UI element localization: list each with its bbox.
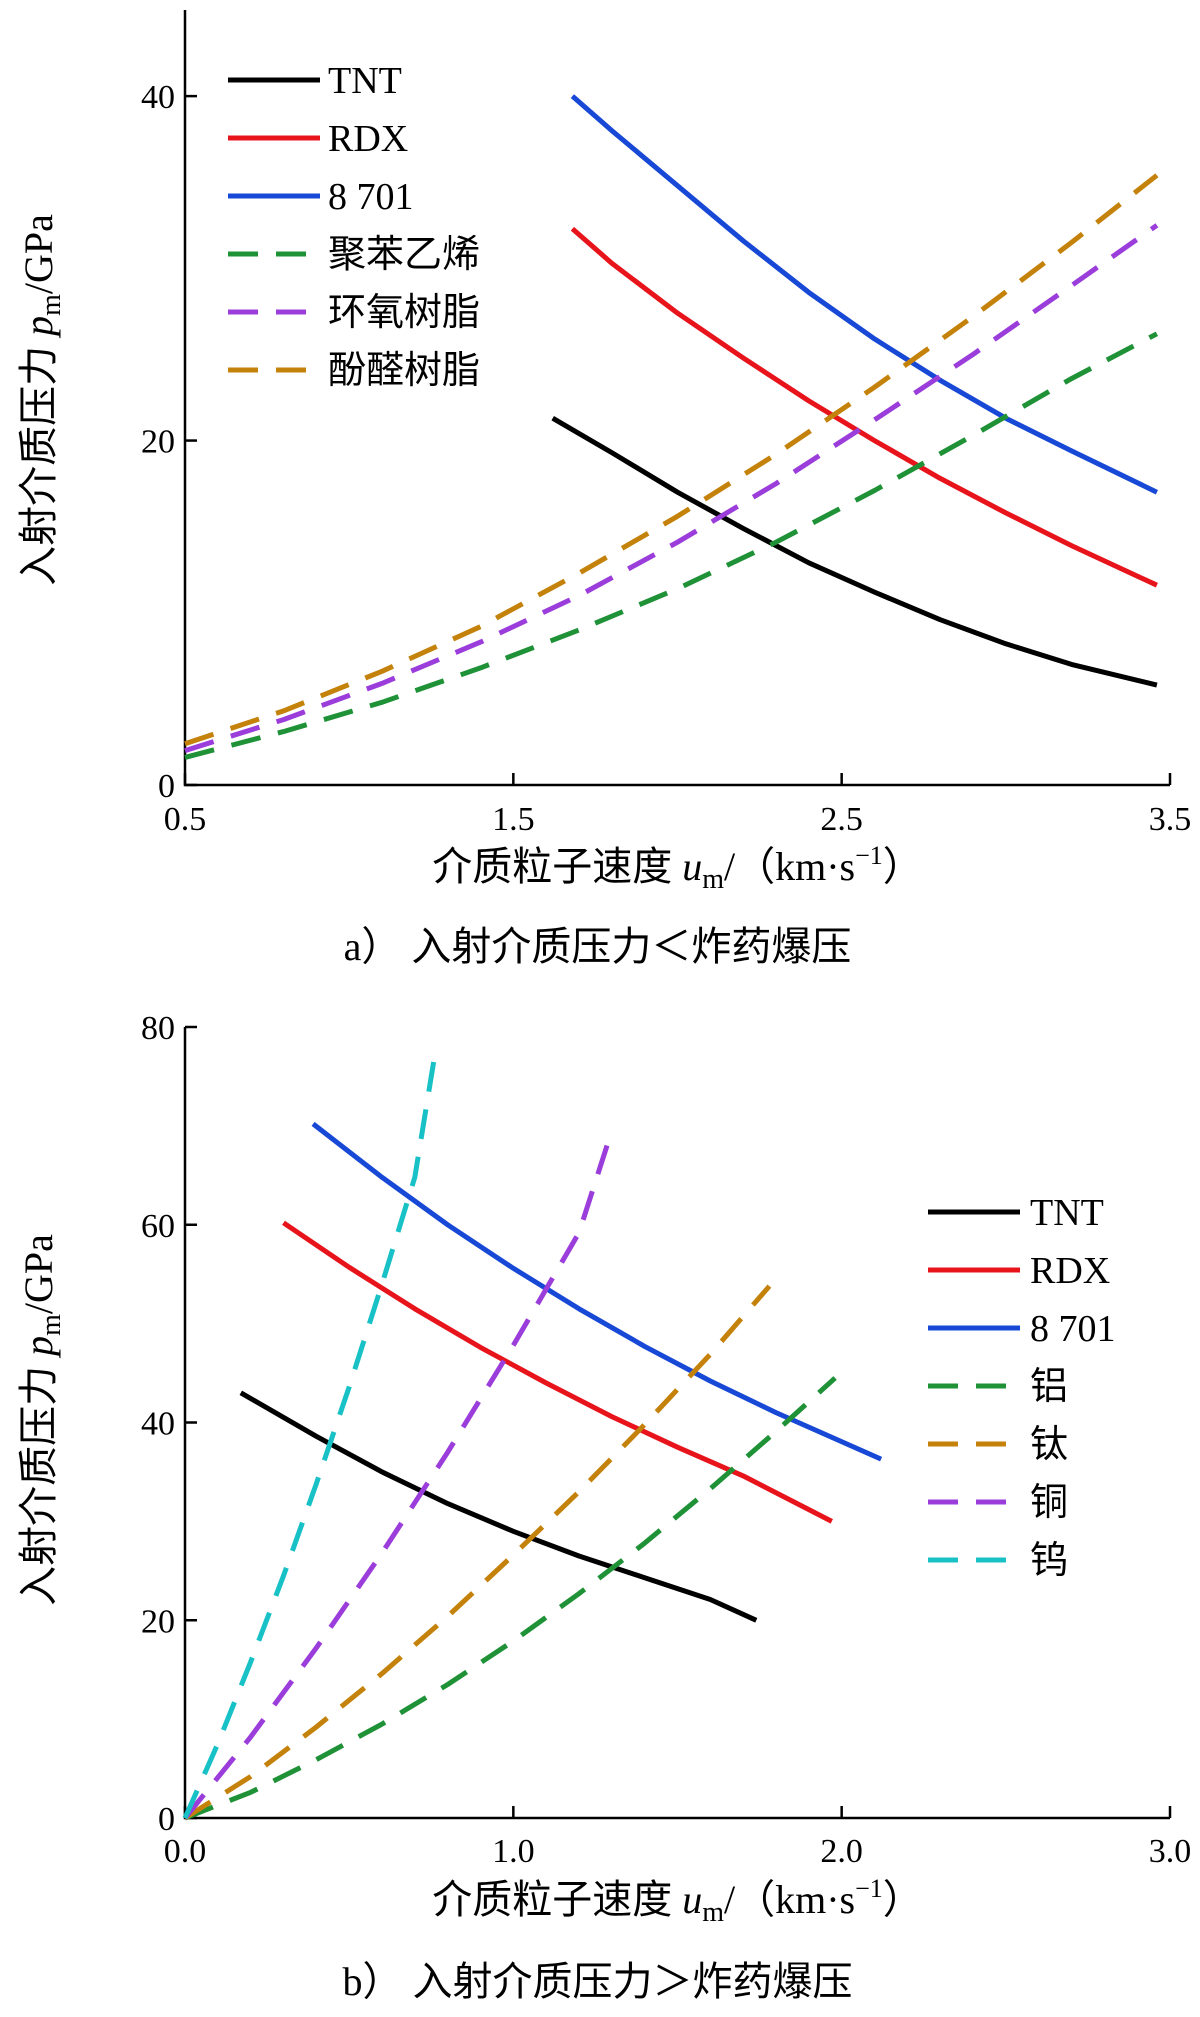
- y-axis-label: 入射介质压力 pm/GPa: [16, 214, 67, 586]
- figure-caption: b） 入射介质压力＞炸药爆压: [343, 1959, 853, 2004]
- legend-label: 铜: [1030, 1482, 1068, 1524]
- series-line-钛: [183, 1284, 772, 1821]
- y-tick-label: 60: [141, 1208, 175, 1245]
- y-tick-label: 80: [141, 1010, 175, 1047]
- y-tick-label: 0: [158, 768, 175, 805]
- legend-label: 钛: [1030, 1424, 1068, 1466]
- legend-label: RDX: [328, 118, 408, 160]
- y-tick-label: 20: [141, 424, 175, 461]
- series-line-钨: [182, 1056, 437, 1820]
- series-line-TNT: [239, 1390, 758, 1623]
- x-tick-label: 2.0: [820, 1833, 863, 1870]
- x-tick-label: 3.0: [1149, 1833, 1192, 1870]
- series-line-铜: [183, 1130, 615, 1820]
- y-tick-label: 40: [141, 79, 175, 116]
- legend-label: 铝: [1030, 1366, 1068, 1408]
- series-line-RDX: [282, 1220, 833, 1524]
- y-axis-label: 入射介质压力 pm/GPa: [16, 1234, 67, 1606]
- chart-panel-a: 0.5 1.5 2.5 3.5 0 20 40 TNT RDX 8 701 聚苯乙烯环氧树脂酚醛树脂…: [16, 10, 1191, 969]
- legend-label: 环氧树脂: [328, 292, 480, 334]
- legend-label: 聚苯乙烯: [328, 234, 480, 276]
- series-line-铝: [184, 1376, 837, 1821]
- legend-label: RDX: [1030, 1250, 1110, 1292]
- y-tick-label: 40: [141, 1406, 175, 1443]
- legend-label: TNT: [1030, 1192, 1104, 1234]
- x-tick-label: 3.5: [1149, 801, 1192, 838]
- x-tick-label: 2.5: [820, 801, 863, 838]
- x-tick-label: 1.5: [492, 801, 535, 838]
- series-line-8 701: [570, 94, 1158, 495]
- y-tick-label: 0: [158, 1801, 175, 1838]
- x-axis-label: 介质粒子速度 um/（km·s−1）: [432, 841, 923, 895]
- series-line-8 701: [311, 1121, 883, 1462]
- chart-panel-b: 0.0 1.0 2.0 3.0 0 20 40 60 80 TNT RDX 8 701 铝钛铜钨介质粒子…: [16, 1010, 1191, 2004]
- x-tick-label: 1.0: [492, 1833, 535, 1870]
- legend-label: 8 701: [1030, 1308, 1116, 1350]
- y-tick-label: 20: [141, 1603, 175, 1640]
- x-tick-label: 0.5: [164, 801, 207, 838]
- series-line-环氧树脂: [184, 223, 1159, 753]
- legend-label: 钨: [1030, 1540, 1068, 1582]
- legend-label: 酚醛树脂: [328, 350, 480, 392]
- axes-frame: [183, 1027, 1170, 1820]
- x-tick-label: 0.0: [164, 1833, 207, 1870]
- series-line-RDX: [570, 226, 1158, 588]
- figure-caption: a） 入射介质压力＜炸药爆压: [344, 924, 852, 969]
- series-line-聚苯乙烯: [184, 331, 1159, 760]
- series-line-酚醛树脂: [184, 173, 1159, 747]
- legend-label: 8 701: [328, 176, 414, 218]
- series-line-TNT: [551, 416, 1158, 688]
- x-axis-label: 介质粒子速度 um/（km·s−1）: [432, 1874, 923, 1928]
- legend-label: TNT: [328, 60, 402, 102]
